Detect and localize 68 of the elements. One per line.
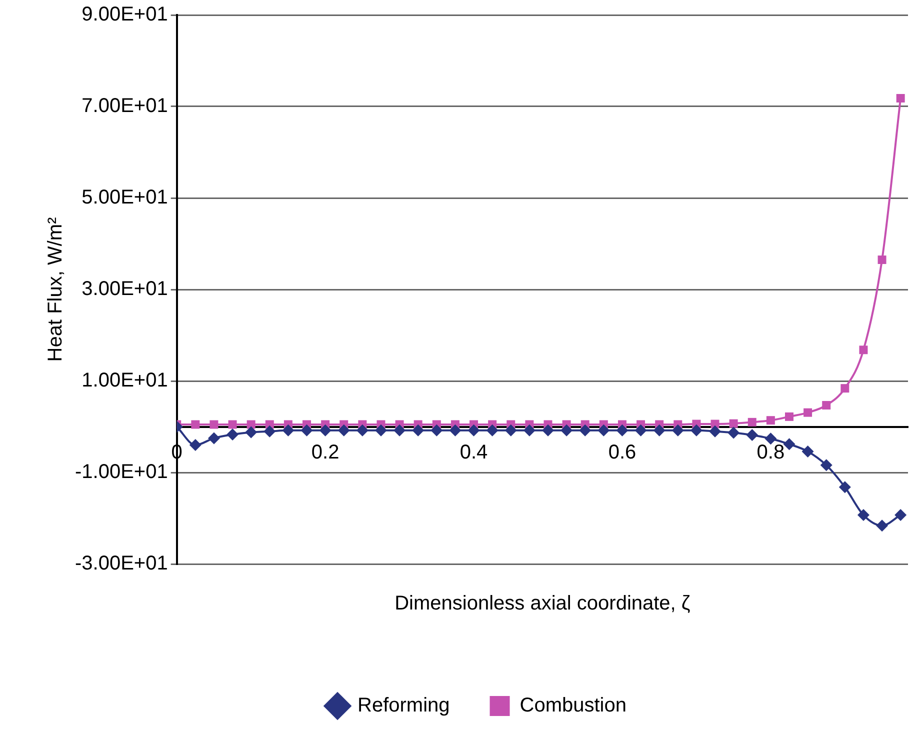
point [672,424,684,436]
point [653,424,666,436]
x-axis-title: Dimensionless axial coordinate, ζ [394,592,690,615]
point [449,424,462,436]
point [300,424,313,436]
point [616,424,628,436]
legend-label: Reforming [358,694,450,717]
point [523,424,536,436]
point [412,424,424,436]
point [822,401,831,410]
x-tick-label: 0.4 [460,441,488,464]
point [374,424,387,436]
point [542,424,554,436]
point [504,424,517,436]
point [560,424,573,436]
point [746,428,758,441]
point [245,426,258,438]
point [210,420,218,429]
point [189,439,202,452]
y-tick-label: -3.00E+01 [74,552,168,575]
x-tick-label: 0.8 [756,441,785,464]
point [728,426,740,439]
y-tick-label: 1.00E+01 [82,370,168,392]
point [878,256,886,264]
y-tick-label: -1.00E+01 [74,461,168,484]
point [784,412,794,421]
point [338,424,350,436]
point [191,420,200,429]
point [690,424,702,436]
point [894,509,907,522]
x-tick-label: 0.6 [608,441,636,464]
point [766,416,775,425]
x-tick-label: 0.2 [311,441,340,464]
point [857,509,870,522]
legend-label: Combustion [520,694,626,717]
point [876,520,888,532]
point [840,384,850,393]
point [859,346,868,354]
point [783,438,796,450]
point [226,428,239,441]
point [764,432,777,445]
point [319,424,332,436]
point [356,424,368,436]
y-axis-title: Heat Flux, W/m² [44,216,67,362]
point [729,419,738,428]
point [634,424,647,436]
point [208,432,220,444]
point [579,424,592,436]
point [394,424,406,436]
point [802,445,814,458]
point [468,424,480,436]
point [264,425,276,438]
point [820,459,832,472]
point [804,408,812,417]
point [896,94,905,103]
point [228,420,237,429]
point [748,418,756,426]
point [838,481,851,494]
point [486,424,498,436]
point [709,425,722,438]
point [598,424,610,436]
y-tick-label: 5.00E+01 [82,186,168,209]
y-tick-label: 3.00E+01 [82,278,168,300]
y-tick-label: 7.00E+01 [82,95,168,118]
point [282,424,294,436]
y-tick-label: 9.00E+01 [82,4,168,26]
point [430,424,443,436]
point [246,420,256,429]
